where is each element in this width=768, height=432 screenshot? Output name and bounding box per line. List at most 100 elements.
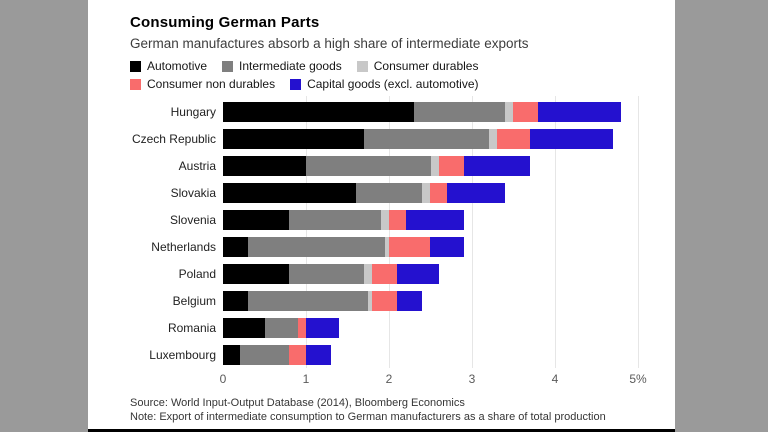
bar-segment — [372, 264, 398, 284]
bar-row: Belgium — [88, 291, 675, 311]
bar-track — [223, 210, 638, 230]
bar-segment — [413, 102, 506, 122]
bar-segment — [264, 318, 298, 338]
bar-segment — [364, 129, 489, 149]
bar-row: Austria — [88, 156, 675, 176]
bar-segment — [247, 291, 369, 311]
bar-rows: Hungary Czech Republic Austria Slovakia Slov… — [88, 102, 675, 372]
chart-legend: Automotive Intermediate goods Consumer dur… — [130, 59, 675, 91]
bar-segment — [405, 210, 464, 230]
legend-swatch-icon — [222, 60, 234, 72]
bar-segment — [505, 102, 514, 122]
bar-segment — [368, 291, 373, 311]
legend-row-1: Automotive Intermediate goods Consumer dur… — [130, 59, 675, 73]
bar-segment — [384, 237, 389, 257]
bar-label: Poland — [178, 267, 216, 281]
bar-label: Czech Republic — [131, 132, 216, 146]
x-tick-label: 3 — [468, 372, 476, 386]
bar-segment — [438, 156, 464, 176]
x-tick-label: 0 — [219, 372, 227, 386]
bar-segment — [247, 237, 385, 257]
bar-segment — [223, 183, 356, 203]
bar-segment — [223, 156, 306, 176]
bar-segment — [513, 102, 539, 122]
bar-segment — [223, 129, 365, 149]
bar-segment — [380, 210, 389, 230]
bar-row: Netherlands — [88, 237, 675, 257]
legend-item: Capital goods (excl. automotive) — [290, 77, 479, 91]
legend-label: Automotive — [147, 59, 208, 73]
x-axis: 0 1 2 3 4 5% — [219, 372, 647, 388]
bar-label: Netherlands — [151, 240, 216, 254]
bar-segment — [397, 264, 439, 284]
bar-segment — [488, 129, 497, 149]
gridline — [389, 96, 390, 368]
bar-track — [223, 102, 638, 122]
bar-segment — [388, 237, 431, 257]
bar-segment — [430, 183, 448, 203]
bar-row: Slovenia — [88, 210, 675, 230]
legend-label: Consumer durables — [373, 59, 479, 73]
bar-segment — [355, 183, 423, 203]
x-tick-label: 5% — [629, 372, 647, 386]
x-tick-label: 4 — [551, 372, 559, 386]
bar-label: Belgium — [172, 294, 216, 308]
bar-segment — [463, 156, 531, 176]
legend-item: Consumer non durables — [130, 77, 275, 91]
bar-segment — [297, 318, 306, 338]
chart-card: Consuming German Parts German manufactur… — [88, 0, 675, 432]
bar-row: Poland — [88, 264, 675, 284]
bar-row: Luxembourg — [88, 345, 675, 365]
bar-segment — [447, 183, 506, 203]
bar-segment — [430, 237, 464, 257]
bar-track — [223, 264, 638, 284]
bar-segment — [289, 345, 306, 365]
note-text: Note: Export of intermediate consumption… — [130, 410, 606, 423]
gridline — [638, 96, 639, 368]
legend-label: Capital goods (excl. automotive) — [307, 77, 479, 91]
bar-track — [223, 318, 638, 338]
legend-swatch-icon — [356, 60, 368, 72]
gridline — [306, 96, 307, 368]
bar-row: Czech Republic — [88, 129, 675, 149]
bar-track — [223, 156, 638, 176]
bar-segment — [223, 345, 240, 365]
legend-item: Automotive — [130, 59, 207, 73]
bar-segment — [388, 210, 406, 230]
legend-swatch-icon — [290, 78, 302, 90]
bar-segment — [223, 264, 290, 284]
bar-segment — [397, 291, 423, 311]
bar-label: Slovakia — [170, 186, 216, 200]
bar-segment — [289, 210, 381, 230]
bar-segment — [372, 291, 398, 311]
chart-title: Consuming German Parts — [130, 14, 320, 31]
bar-segment — [223, 318, 265, 338]
bar-row: Romania — [88, 318, 675, 338]
bar-label: Luxembourg — [149, 348, 216, 362]
gridline — [472, 96, 473, 368]
bar-track — [223, 129, 638, 149]
bar-row: Slovakia — [88, 183, 675, 203]
bar-segment — [530, 129, 614, 149]
bar-label: Austria — [178, 159, 216, 173]
bar-label: Romania — [167, 321, 216, 335]
bar-segment — [538, 102, 622, 122]
legend-swatch-icon — [130, 78, 141, 90]
bar-track — [223, 291, 638, 311]
bar-segment — [306, 156, 431, 176]
bar-segment — [305, 345, 331, 365]
bar-row: Hungary — [88, 102, 675, 122]
bar-segment — [239, 345, 290, 365]
bar-label: Hungary — [170, 105, 216, 119]
bottom-black-bar — [88, 429, 675, 432]
bar-track — [223, 183, 638, 203]
card-content: Consuming German Parts German manufactur… — [88, 0, 675, 91]
bar-segment — [422, 183, 431, 203]
bar-segment — [289, 264, 365, 284]
legend-row-2: Consumer non durables Capital goods (excl… — [130, 77, 675, 91]
legend-label: Intermediate goods — [239, 59, 342, 73]
bar-segment — [223, 291, 248, 311]
bar-segment — [223, 102, 414, 122]
bar-segment — [305, 318, 340, 338]
